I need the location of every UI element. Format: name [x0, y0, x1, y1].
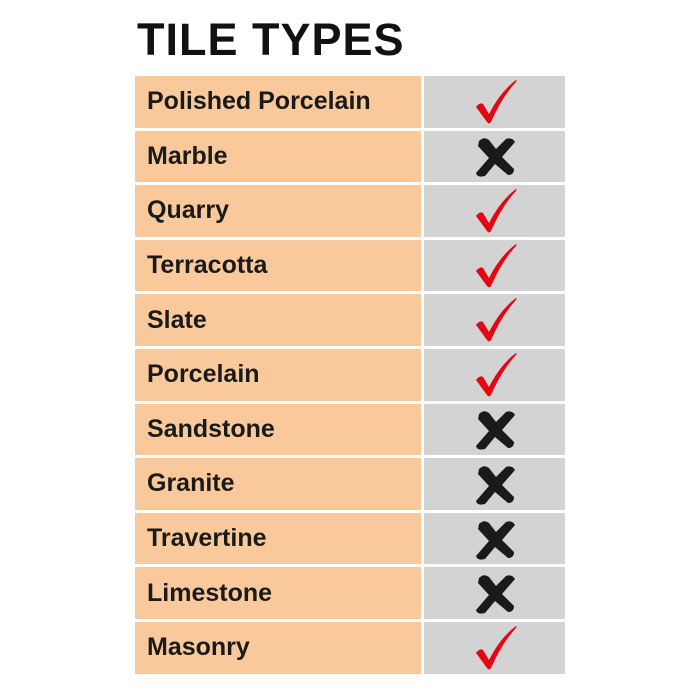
tile-type-name: Quarry: [135, 185, 421, 237]
tile-type-name: Limestone: [135, 567, 421, 619]
cross-icon: [424, 458, 565, 510]
tile-type-name: Travertine: [135, 512, 421, 565]
page-title: TILE TYPES: [137, 14, 405, 65]
table-row: Granite: [135, 458, 565, 510]
check-icon: [424, 185, 565, 237]
table-row: Porcelain: [135, 348, 565, 401]
tile-type-name: Porcelain: [135, 348, 421, 401]
table-row: Polished Porcelain: [135, 76, 565, 128]
table-row: Quarry: [135, 185, 565, 237]
table-row: Terracotta: [135, 239, 565, 292]
check-icon: [424, 294, 565, 346]
table-row: Travertine: [135, 512, 565, 565]
table-row: Sandstone: [135, 403, 565, 456]
cross-icon: [424, 403, 565, 456]
table-row: Slate: [135, 294, 565, 346]
table-row: Marble: [135, 130, 565, 183]
tile-type-name: Slate: [135, 294, 421, 346]
table-row: Limestone: [135, 567, 565, 619]
check-icon: [424, 348, 565, 401]
check-icon: [424, 621, 565, 674]
cross-icon: [424, 567, 565, 619]
check-icon: [424, 76, 565, 128]
check-icon: [424, 239, 565, 292]
table-row: Masonry: [135, 621, 565, 674]
tile-type-name: Terracotta: [135, 239, 421, 292]
cross-icon: [424, 512, 565, 565]
tile-type-name: Marble: [135, 130, 421, 183]
tile-type-name: Sandstone: [135, 403, 421, 456]
tile-types-table: Polished Porcelain Marble Quarry Terracotta…: [135, 76, 565, 674]
tile-type-name: Granite: [135, 458, 421, 510]
tile-type-name: Masonry: [135, 621, 421, 674]
tile-type-name: Polished Porcelain: [135, 76, 421, 128]
cross-icon: [424, 130, 565, 183]
